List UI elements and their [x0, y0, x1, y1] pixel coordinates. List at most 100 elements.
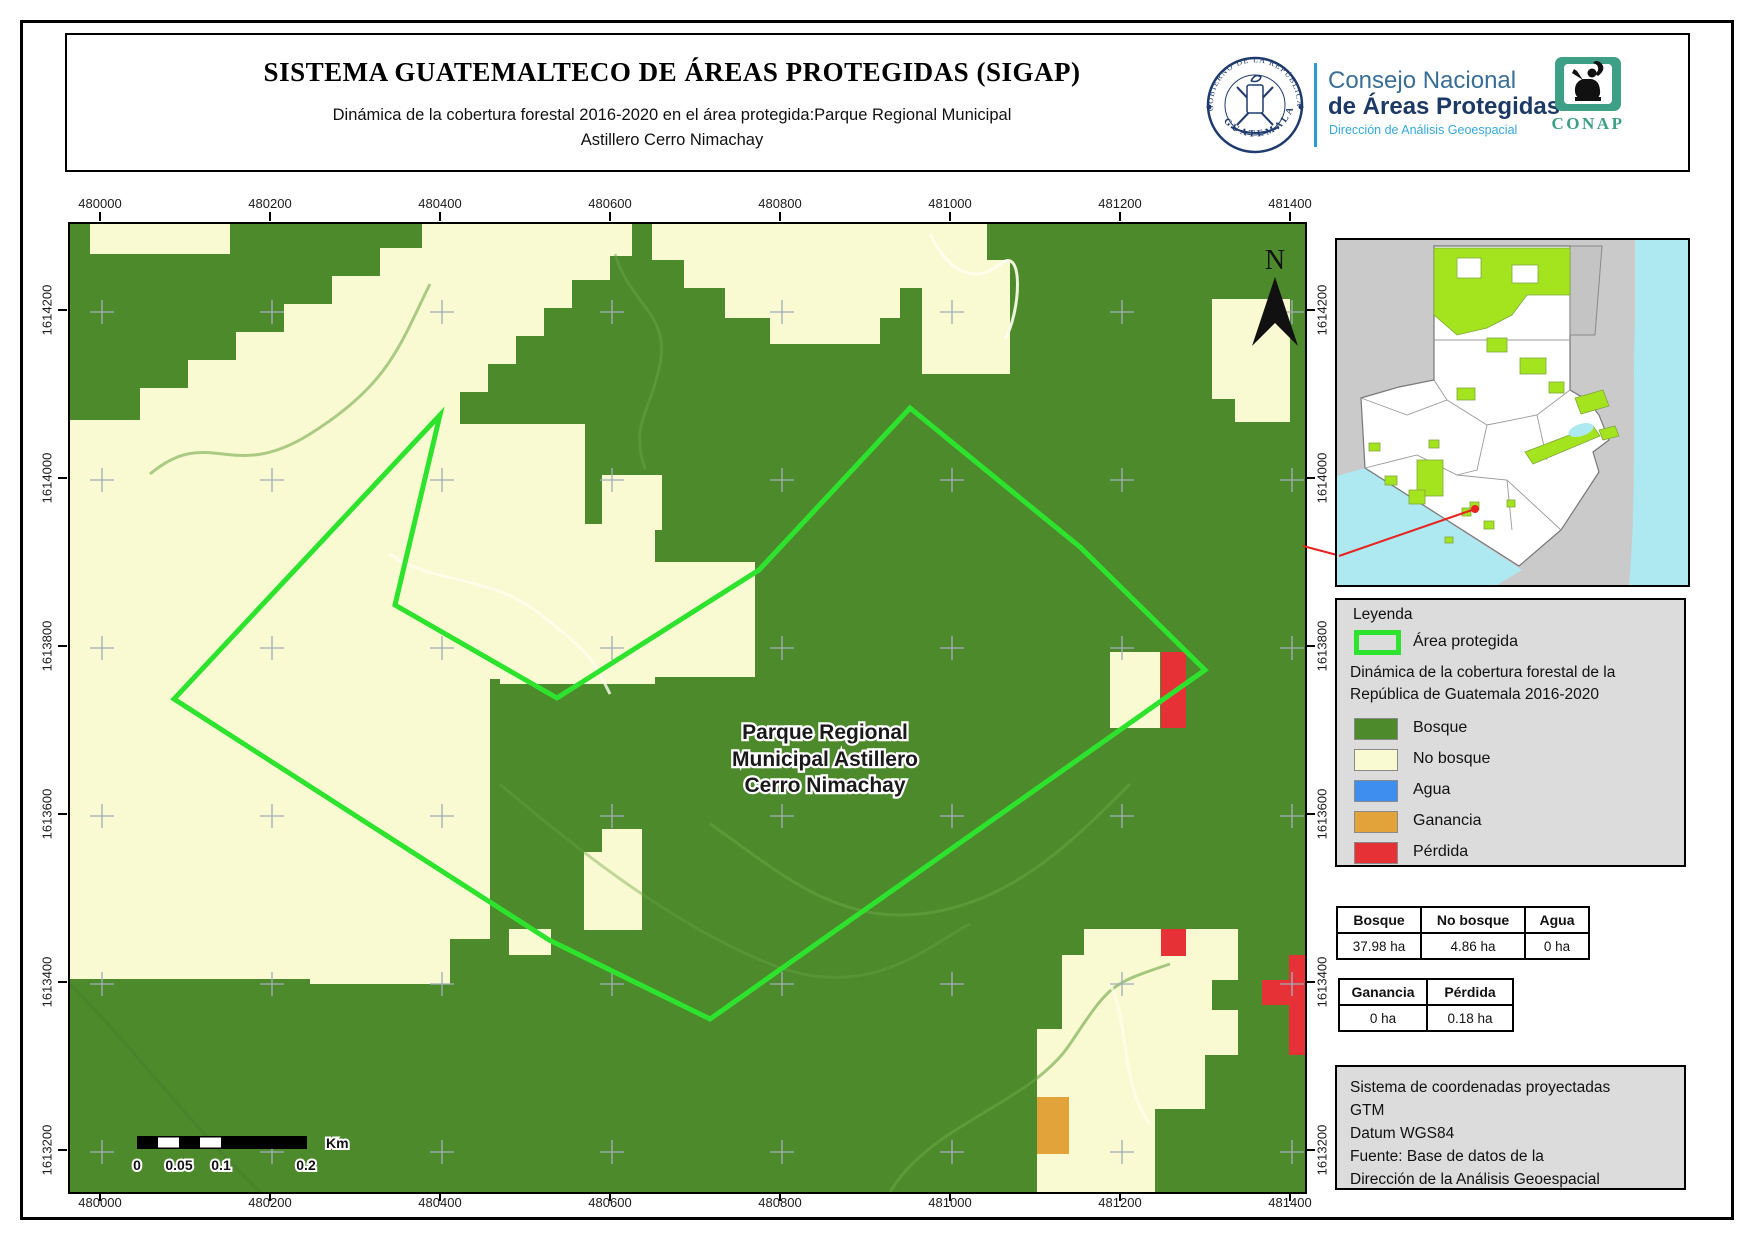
legend-subtitle-line2: República de Guatemala 2016-2020 [1350, 686, 1600, 703]
legend-item-agua: Agua [1337, 780, 1684, 804]
axis-label-y-left: 1613800 [39, 620, 55, 672]
page-title: SISTEMA GUATEMALTECO DE ÁREAS PROTEGIDAS… [263, 57, 1081, 87]
place-label: Parque Regional Municipal Astillero Cerr… [730, 719, 920, 800]
coverage-value-bosque: 37.98 ha [1336, 932, 1422, 960]
scale-label-0: 0 [133, 1157, 141, 1173]
scale-label-005: 0.05 [165, 1157, 192, 1173]
header: SISTEMA GUATEMALTECO DE ÁREAS PROTEGIDAS… [65, 33, 1690, 172]
bosque-swatch [1354, 718, 1398, 740]
coverage-header-no-bosque: No bosque [1420, 906, 1526, 934]
place-label-line1: Parque Regional [742, 721, 908, 744]
axis-tick [439, 212, 441, 221]
axis-label-x-bottom: 480200 [248, 1195, 292, 1210]
axis-tick [58, 813, 67, 815]
axis-tick [779, 1192, 781, 1201]
axis-label-y-left: 1613600 [39, 788, 55, 840]
legend: Leyenda Área protegida Dinámica de la co… [1335, 598, 1686, 867]
coverage-value-agua: 0 ha [1524, 932, 1590, 960]
axis-tick [1119, 212, 1121, 221]
scale-bar: 0 0.05 0.1 0.2 Km [131, 1133, 350, 1175]
axis-label-x-top: 481400 [1268, 196, 1312, 211]
projection-line2: GTM [1350, 1102, 1385, 1119]
table-row: 37.98 ha 4.86 ha 0 ha [1336, 932, 1590, 960]
legend-subtitle: Dinámica de la cobertura forestal de la … [1350, 662, 1615, 706]
locator-dot [1471, 505, 1479, 513]
change-table: Ganancia Pérdida 0 ha 0.18 ha [1338, 978, 1514, 1032]
axis-tick [609, 212, 611, 221]
place-label-line2: Municipal Astillero [732, 748, 918, 771]
protected-area-label: Área protegida [1413, 633, 1518, 650]
axis-tick [1306, 645, 1315, 647]
ganancia-swatch [1354, 811, 1398, 833]
coverage-value-no-bosque: 4.86 ha [1420, 932, 1526, 960]
belize-outline [1569, 245, 1603, 336]
change-value-perdida: 0.18 ha [1426, 1004, 1514, 1032]
change-header-ganancia: Ganancia [1338, 978, 1428, 1006]
axis-tick [269, 1192, 271, 1201]
axis-label-x-bottom: 481200 [1098, 1195, 1142, 1210]
main-map-canvas: Parque Regional Municipal Astillero Cerr… [70, 224, 1305, 1192]
axis-label-y-right: 1613800 [1314, 620, 1330, 672]
country-inset-map [1335, 238, 1690, 587]
table-row: 0 ha 0.18 ha [1338, 1004, 1514, 1032]
agua-swatch [1354, 780, 1398, 802]
axis-tick [1289, 212, 1291, 221]
protected-area-swatch [1354, 630, 1401, 655]
coverage-header-agua: Agua [1524, 906, 1590, 934]
legend-item-ganancia: Ganancia [1337, 811, 1684, 835]
perdida-swatch [1354, 842, 1398, 864]
grid-crosses [90, 300, 1304, 1164]
main-map: Parque Regional Municipal Astillero Cerr… [68, 222, 1307, 1194]
axis-tick [58, 645, 67, 647]
axis-tick [99, 212, 101, 221]
subtitle-line2: Astillero Cerro Nimachay [580, 131, 764, 149]
no-forest-patches [70, 224, 1290, 1192]
loss-gain-patches [1037, 652, 1305, 1154]
axis-label-x-bottom: 481000 [928, 1195, 972, 1210]
axis-tick [1306, 477, 1315, 479]
axis-tick [1306, 309, 1315, 311]
axis-label-y-left: 1614000 [39, 452, 55, 504]
scale-label-01: 0.1 [211, 1157, 231, 1173]
axis-tick [1289, 1192, 1291, 1201]
locator-line [1338, 508, 1476, 557]
legend-title: Leyenda [1353, 606, 1413, 623]
agua-label: Agua [1413, 781, 1451, 798]
axis-label-y-left: 1613400 [39, 956, 55, 1008]
scale-label-02: 0.2 [296, 1157, 316, 1173]
projection-line4: Fuente: Base de datos de la [1350, 1148, 1544, 1165]
axis-label-y-right: 1613400 [1314, 956, 1330, 1008]
axis-label-y-right: 1613200 [1314, 1124, 1330, 1176]
axis-label-x-top: 480200 [248, 196, 292, 211]
axis-label-y-left: 1613200 [39, 1124, 55, 1176]
page-subtitle: Dinámica de la cobertura forestal 2016-2… [187, 103, 1157, 153]
axis-label-x-top: 481000 [928, 196, 972, 211]
axis-tick [269, 212, 271, 221]
axis-label-x-bottom: 480000 [78, 1195, 122, 1210]
bosque-label: Bosque [1413, 719, 1468, 736]
axis-label-y-left: 1614200 [39, 284, 55, 336]
axis-tick [58, 309, 67, 311]
axis-tick [609, 1192, 611, 1201]
forest-notch [1212, 980, 1238, 1010]
pacific-water [1337, 468, 1522, 585]
axis-label-x-top: 480400 [418, 196, 462, 211]
axis-label-y-right: 1613600 [1314, 788, 1330, 840]
axis-tick [58, 981, 67, 983]
page-border [20, 20, 1734, 1220]
legend-item-bosque: Bosque [1337, 718, 1684, 742]
coverage-header-bosque: Bosque [1336, 906, 1422, 934]
axis-tick [1306, 1149, 1315, 1151]
axis-label-x-top: 480600 [588, 196, 632, 211]
conap-monkey-icon [1572, 61, 1604, 101]
north-label: N [1265, 245, 1285, 276]
axis-tick [779, 212, 781, 221]
projection-line1: Sistema de coordenadas proyectadas [1350, 1079, 1611, 1096]
axis-tick [58, 477, 67, 479]
ganancia-label: Ganancia [1413, 812, 1482, 829]
projection-line5: Dirección de la Análisis Geoespacial [1350, 1171, 1600, 1188]
lake-izabal [1568, 423, 1594, 437]
government-seal-icon: GOBIERNO DE LA REPÚBLICA GUATEMALA [1206, 55, 1304, 154]
legend-subtitle-line1: Dinámica de la cobertura forestal de la [1350, 664, 1616, 681]
